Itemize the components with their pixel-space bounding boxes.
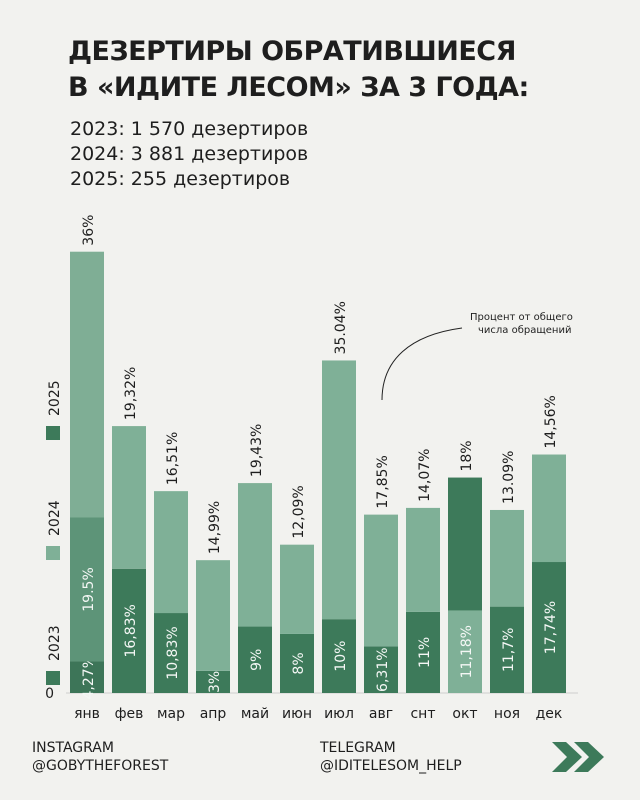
bar-segment	[406, 507, 440, 612]
subtitle-line: 2025: 255 дезертиров	[70, 168, 290, 190]
title-line: ДЕЗЕРТИРЫ ОБРАТИВШИЕСЯ	[68, 36, 516, 67]
value-label: 36%	[81, 215, 97, 246]
value-label: 14,07%	[417, 449, 433, 502]
value-label: 10%	[333, 641, 349, 672]
bar-segment	[112, 426, 146, 569]
bar-segment	[490, 606, 524, 693]
legend-swatch	[46, 546, 60, 560]
value-label: 11,18%	[459, 625, 475, 678]
x-tick-label: мар	[157, 706, 185, 722]
x-tick-label: снт	[410, 706, 435, 722]
bar-segment	[448, 477, 482, 611]
bar-segment	[364, 514, 398, 647]
value-label: 14,56%	[543, 395, 559, 448]
x-tick-label: янв	[74, 706, 100, 722]
x-tick-label: дек	[536, 706, 563, 722]
bar-segment	[322, 360, 356, 620]
bar-segment	[154, 613, 188, 693]
footer-label: INSTAGRAM	[32, 740, 114, 756]
annotation-arrow	[381, 327, 463, 401]
value-label: 35.04%	[333, 301, 349, 354]
legend-swatch	[46, 426, 60, 440]
value-label: 12,09%	[291, 485, 307, 538]
bar-segment	[322, 619, 356, 693]
legend-label: 2024	[47, 500, 63, 536]
bar-segment	[196, 670, 230, 693]
y-tick-label: 0	[45, 686, 54, 702]
bar-segment	[406, 611, 440, 693]
legend-swatch	[46, 671, 60, 685]
x-tick-label: июн	[282, 706, 312, 722]
bar-segment	[448, 610, 482, 693]
bar-segment	[238, 626, 272, 693]
value-label: 19.5%	[81, 567, 97, 611]
x-tick-label: окт	[452, 706, 477, 722]
annotation: Процент от общего	[470, 312, 573, 323]
bar-segment	[532, 454, 566, 563]
x-tick-label: фев	[115, 706, 144, 722]
title-line: В «ИДИТЕ ЛЕСОМ» ЗА 3 ГОДА:	[68, 72, 529, 103]
bar-segment	[532, 562, 566, 693]
value-label: 14,99%	[207, 501, 223, 554]
x-tick-label: авг	[369, 706, 393, 722]
value-label: 3%	[207, 671, 223, 693]
value-label: 6,31%	[375, 647, 391, 691]
bar-segment	[70, 661, 104, 693]
footer-label: TELEGRAM	[319, 740, 396, 756]
value-label: 17,85%	[375, 455, 391, 508]
bar-segment	[280, 544, 314, 634]
legend-label: 2025	[47, 380, 63, 416]
bar-segment	[238, 483, 272, 627]
bar-segment	[70, 517, 104, 662]
annotation: числа обращений	[478, 325, 571, 336]
subtitle-line: 2024: 3 881 дезертиров	[70, 143, 308, 165]
bar-segment	[364, 646, 398, 693]
value-label: 11%	[417, 637, 433, 668]
value-label: 8%	[291, 652, 307, 674]
subtitle-line: 2023: 1 570 дезертиров	[70, 118, 308, 140]
bar-segment	[154, 491, 188, 614]
bar-segment	[490, 509, 524, 607]
value-label: 16,83%	[123, 604, 139, 657]
bar-segment	[196, 560, 230, 671]
value-label: 19,43%	[249, 424, 265, 477]
value-label: 18%	[459, 440, 475, 471]
value-label: 10,83%	[165, 626, 181, 679]
value-label: 11,7%	[501, 628, 517, 672]
value-label: 17,74%	[543, 601, 559, 654]
value-label: 9%	[249, 649, 265, 671]
bar-segment	[112, 568, 146, 693]
value-label: 19,32%	[123, 367, 139, 420]
arrows-icon	[552, 742, 604, 772]
legend-label: 2023	[47, 625, 63, 661]
value-label: 16,51%	[165, 432, 181, 485]
value-label: 4,27%	[81, 655, 97, 699]
footer-handle: @GOBYTHEFOREST	[32, 758, 169, 774]
x-tick-label: май	[241, 706, 269, 722]
bar-segment	[280, 633, 314, 693]
x-tick-label: июл	[324, 706, 354, 722]
x-tick-label: ноя	[494, 706, 520, 722]
value-label: 13.09%	[501, 451, 517, 504]
footer-handle: @IDITELESOM_HELP	[320, 758, 462, 774]
bar-segment	[70, 251, 104, 518]
x-tick-label: апр	[200, 706, 227, 722]
